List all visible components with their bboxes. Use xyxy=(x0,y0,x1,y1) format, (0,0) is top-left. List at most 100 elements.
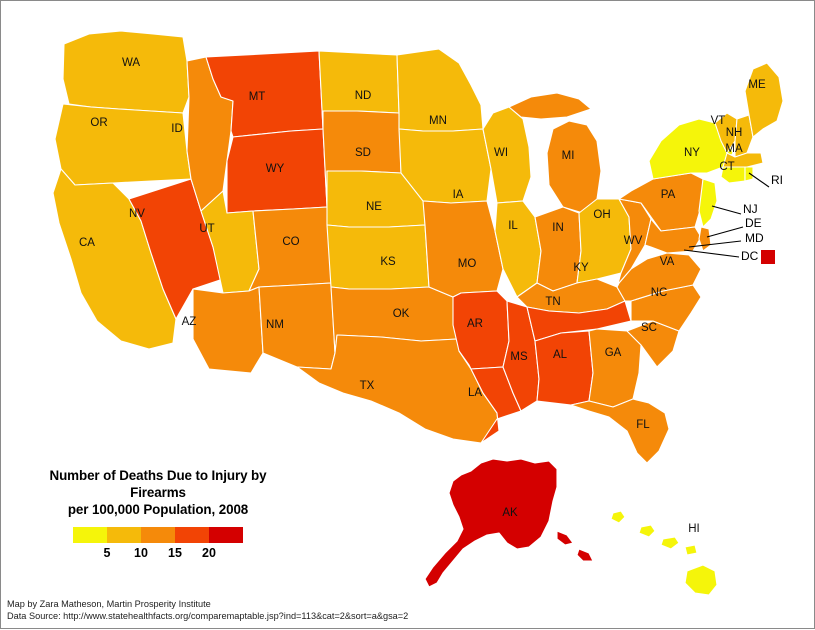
state-HI-molokai[interactable] xyxy=(684,544,698,556)
state-label-WV: WV xyxy=(624,235,643,247)
state-label-MA: MA xyxy=(725,143,743,155)
state-label-TX: TX xyxy=(360,380,375,392)
state-MD[interactable] xyxy=(644,218,702,254)
state-IN[interactable] xyxy=(534,206,582,292)
state-label-SC: SC xyxy=(641,322,657,334)
state-HI-bigisland[interactable] xyxy=(684,564,718,596)
state-label-NE: NE xyxy=(366,201,382,213)
state-AK-aleutian-2[interactable] xyxy=(576,548,594,562)
legend-tick-10: 10 xyxy=(134,546,148,560)
callout-label-DC: DC xyxy=(741,249,759,263)
callout-line-DC xyxy=(683,249,740,258)
state-label-UT: UT xyxy=(199,223,214,235)
state-WA[interactable] xyxy=(62,30,190,114)
state-label-NV: NV xyxy=(129,208,145,220)
state-label-VT: VT xyxy=(711,115,726,127)
legend-tick-row: 5 10 15 20 xyxy=(73,546,243,561)
state-label-ID: ID xyxy=(171,123,183,135)
state-AZ[interactable] xyxy=(192,286,264,374)
map-legend: Number of Deaths Due to Injury by Firear… xyxy=(23,467,293,561)
state-DE[interactable] xyxy=(698,226,712,252)
state-label-MS: MS xyxy=(510,351,528,363)
legend-swatch-bin1 xyxy=(73,527,107,543)
state-CA[interactable] xyxy=(52,168,177,350)
state-HI-oahu[interactable] xyxy=(638,524,656,538)
state-label-AZ: AZ xyxy=(182,316,197,328)
legend-tick-20: 20 xyxy=(202,546,216,560)
state-label-HI: HI xyxy=(688,523,700,535)
state-AL[interactable] xyxy=(534,330,594,406)
legend-color-bar xyxy=(73,527,243,543)
state-RI[interactable] xyxy=(744,166,754,182)
state-label-CA: CA xyxy=(79,237,95,249)
state-label-GA: GA xyxy=(605,347,622,359)
state-label-ME: ME xyxy=(748,79,766,91)
state-label-AR: AR xyxy=(467,318,483,330)
state-FL[interactable] xyxy=(570,398,670,464)
state-label-SD: SD xyxy=(355,147,371,159)
legend-tick-5: 5 xyxy=(103,546,111,560)
state-label-WI: WI xyxy=(494,147,508,159)
state-label-CO: CO xyxy=(282,236,299,248)
state-label-NC: NC xyxy=(651,287,668,299)
state-label-PA: PA xyxy=(661,189,676,201)
state-AK-aleutian-1[interactable] xyxy=(556,530,574,546)
state-label-KS: KS xyxy=(380,256,396,268)
state-GA[interactable] xyxy=(588,328,642,408)
state-AK[interactable] xyxy=(424,458,558,588)
legend-swatch-bin4 xyxy=(175,527,209,543)
state-HI-kauai[interactable] xyxy=(610,510,626,524)
state-OR[interactable] xyxy=(54,103,192,186)
state-label-AK: AK xyxy=(502,507,518,519)
state-MI-up[interactable] xyxy=(508,92,592,120)
state-label-LA: LA xyxy=(468,387,482,399)
state-label-FL: FL xyxy=(636,419,650,431)
state-label-IA: IA xyxy=(453,189,464,201)
callout-label-MD: MD xyxy=(745,231,764,245)
callout-label-DE: DE xyxy=(745,216,762,230)
attribution-author: Map by Zara Matheson, Martin Prosperity … xyxy=(7,599,211,609)
state-WV[interactable] xyxy=(616,198,652,288)
callout-label-NJ: NJ xyxy=(743,202,758,216)
state-CO[interactable] xyxy=(248,206,332,292)
state-IA[interactable] xyxy=(398,128,492,204)
callout-line-MD xyxy=(688,240,742,248)
state-label-OR: OR xyxy=(90,117,107,129)
state-HI-maui[interactable] xyxy=(660,536,680,550)
state-KS[interactable] xyxy=(326,224,430,290)
state-label-OH: OH xyxy=(593,209,610,221)
state-label-MN: MN xyxy=(429,115,447,127)
callout-line-DE xyxy=(706,226,744,238)
state-NJ[interactable] xyxy=(698,178,718,228)
state-label-MO: MO xyxy=(458,258,477,270)
legend-swatch-bin5 xyxy=(209,527,243,543)
state-label-TN: TN xyxy=(545,296,560,308)
state-label-AL: AL xyxy=(553,349,568,361)
state-label-ND: ND xyxy=(355,90,372,102)
legend-title-line1: Number of Deaths Due to Injury by Firear… xyxy=(49,468,267,500)
state-label-VA: VA xyxy=(660,256,675,268)
state-label-KY: KY xyxy=(573,262,589,274)
state-ME[interactable] xyxy=(744,62,784,138)
legend-title-line2: per 100,000 Population, 2008 xyxy=(67,502,249,517)
state-label-CT: CT xyxy=(719,161,734,173)
state-MO[interactable] xyxy=(422,200,504,298)
state-IL[interactable] xyxy=(494,200,542,298)
state-label-NY: NY xyxy=(684,147,700,159)
state-label-MI: MI xyxy=(562,150,575,162)
dc-marker-square[interactable] xyxy=(761,250,775,264)
callout-label-RI: RI xyxy=(771,173,783,187)
state-WI[interactable] xyxy=(482,106,532,204)
state-label-WY: WY xyxy=(266,163,285,175)
state-label-WA: WA xyxy=(122,57,140,69)
state-label-NH: NH xyxy=(726,127,743,139)
attribution-source: Data Source: http://www.statehealthfacts… xyxy=(7,611,409,621)
state-MI[interactable] xyxy=(546,120,602,214)
callout-line-NJ xyxy=(711,205,742,215)
legend-swatch-bin2 xyxy=(107,527,141,543)
attribution-block: Map by Zara Matheson, Martin Prosperity … xyxy=(7,598,408,622)
legend-swatch-bin3 xyxy=(141,527,175,543)
state-label-IL: IL xyxy=(508,220,518,232)
